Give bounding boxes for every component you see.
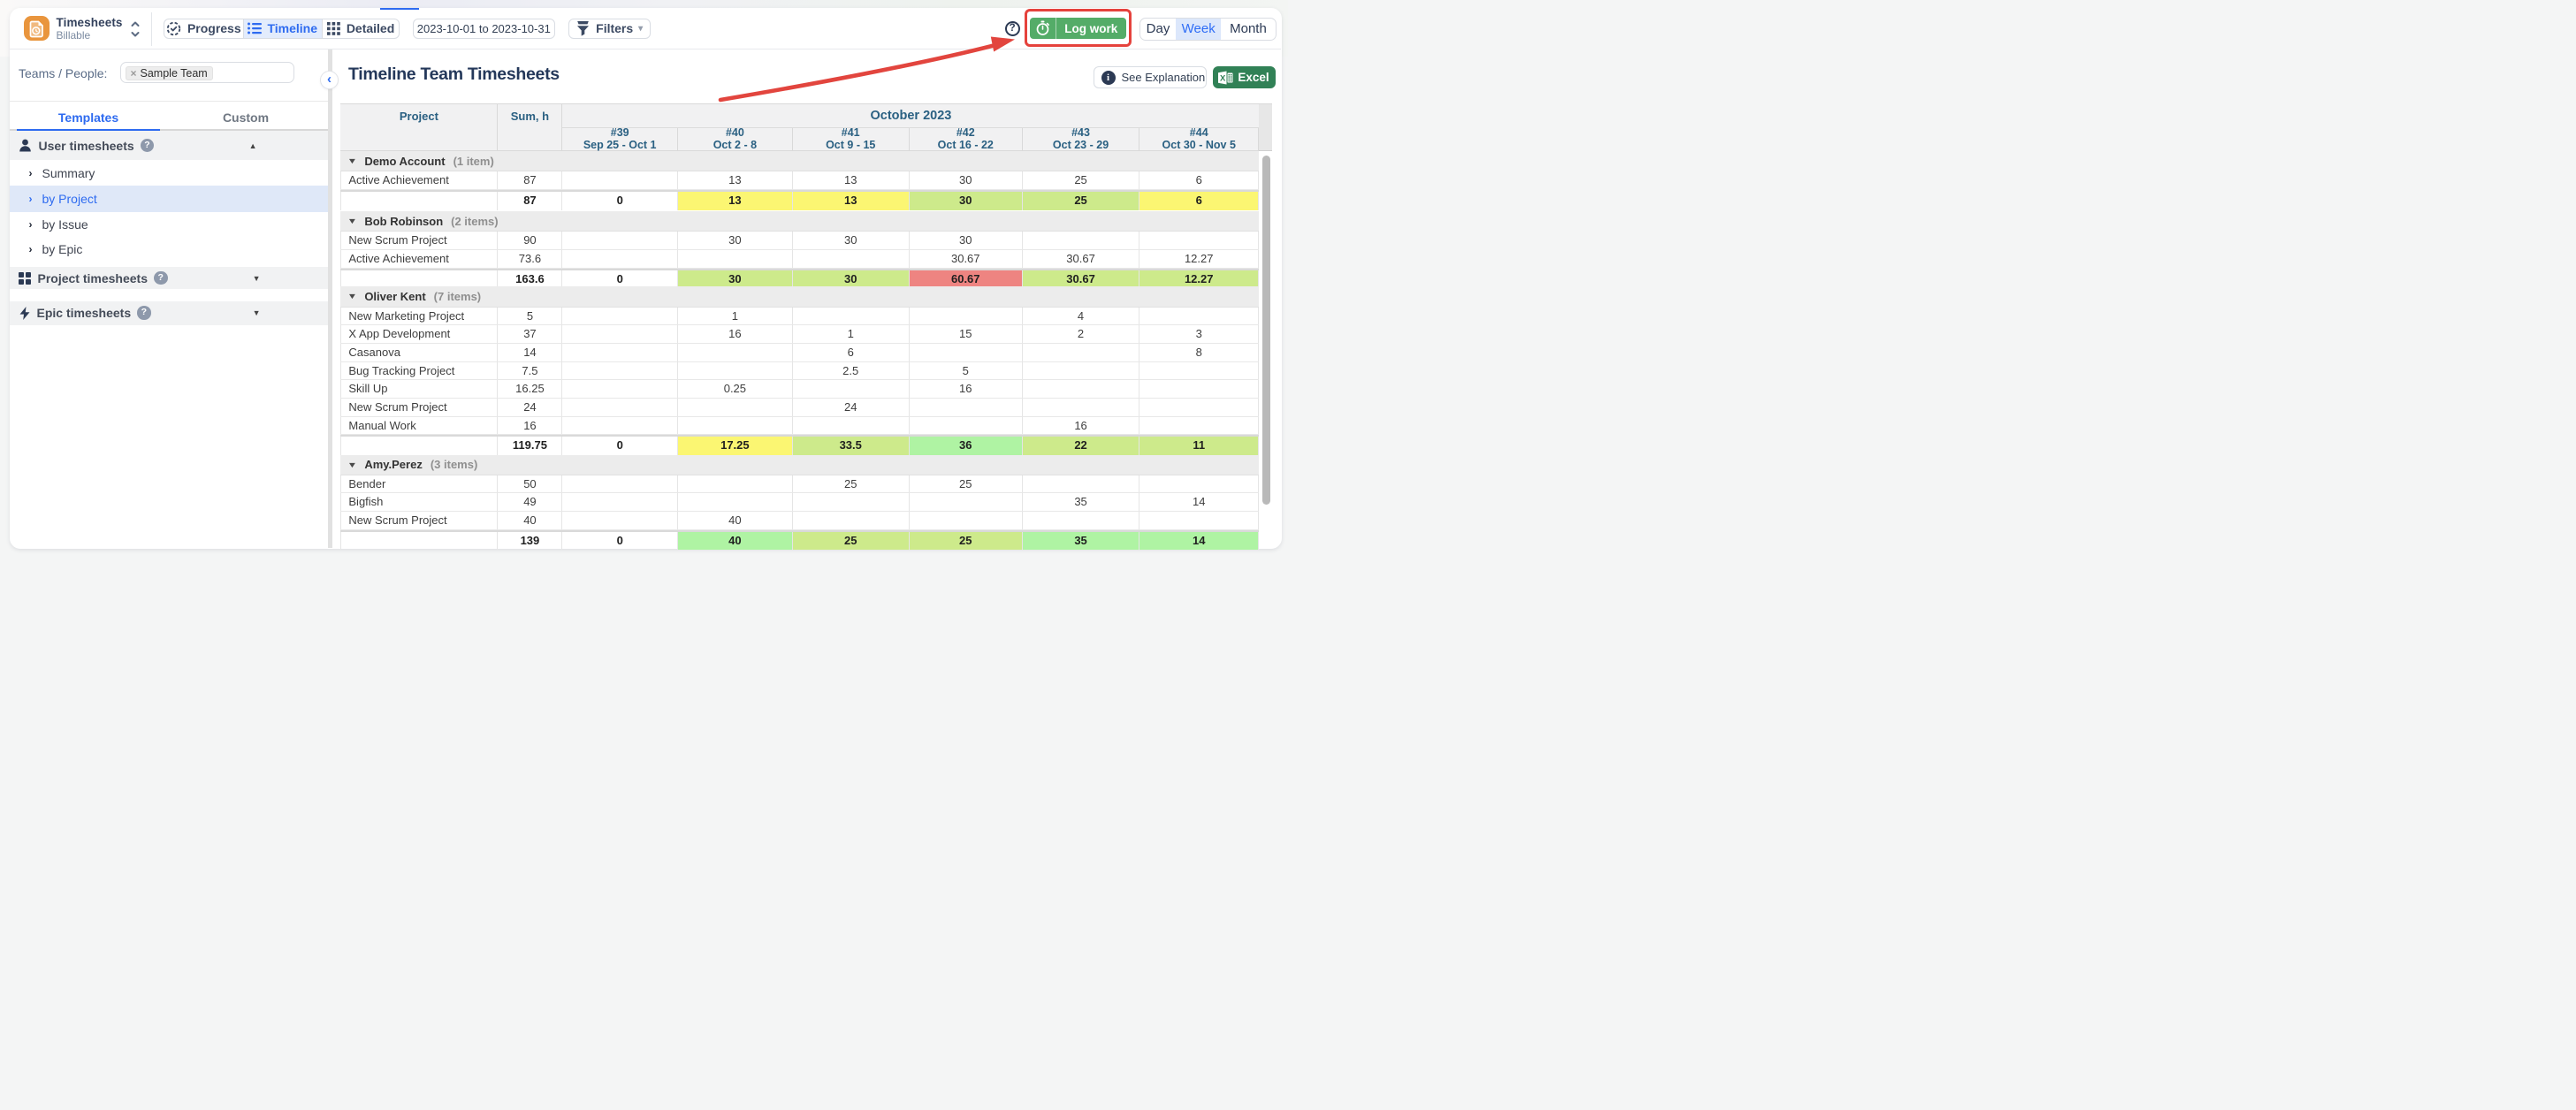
- svg-text:X: X: [1220, 73, 1226, 83]
